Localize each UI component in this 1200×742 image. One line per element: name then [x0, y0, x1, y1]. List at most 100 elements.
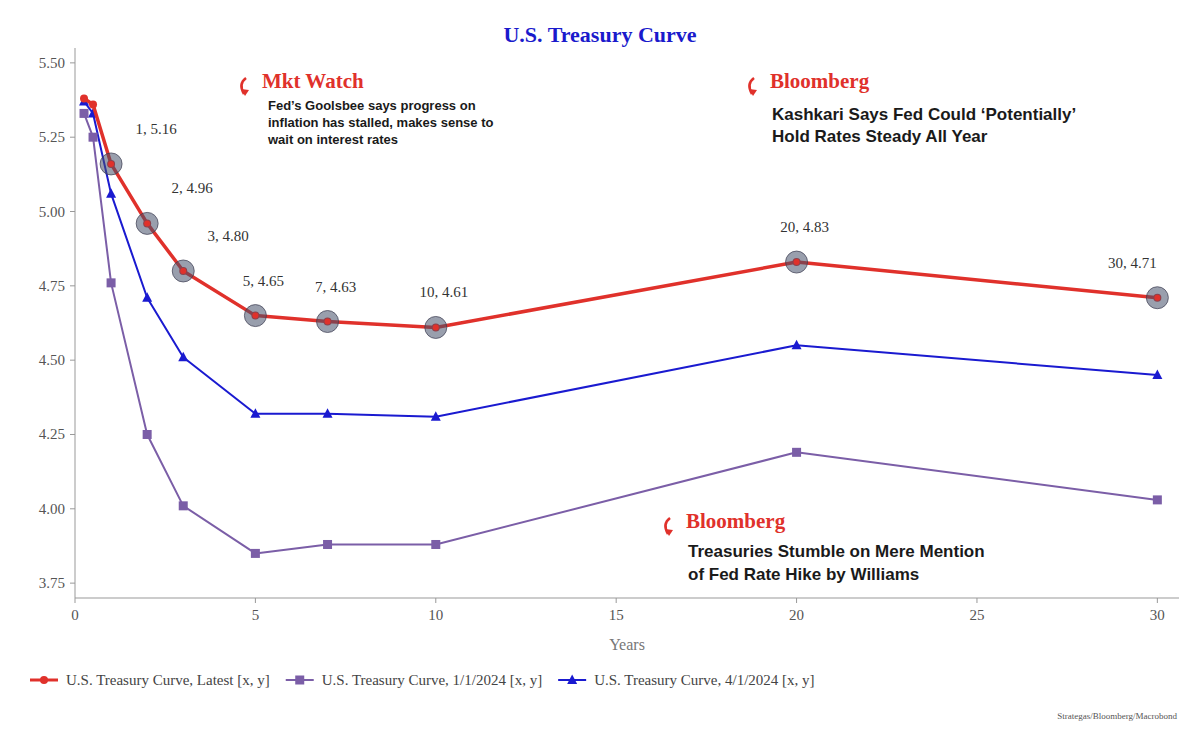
annotation-text: wait on interest rates: [267, 132, 398, 147]
point-center: [144, 220, 150, 226]
y-tick-label: 5.50: [39, 55, 65, 71]
annotation-text: of Fed Rate Hike by Williams: [688, 565, 919, 584]
annotation-source: Bloomberg: [770, 69, 870, 93]
y-tick-label: 4.75: [39, 278, 65, 294]
point: [89, 133, 98, 142]
legend-label: U.S. Treasury Curve, Latest [x, y]: [66, 672, 270, 688]
x-axis: [75, 598, 1179, 599]
series-line: [84, 102, 1157, 417]
y-tick: [70, 62, 75, 63]
y-tick: [70, 583, 75, 584]
data-label: 10, 4.61: [419, 284, 468, 300]
data-label: 7, 4.63: [315, 279, 356, 295]
highlight: [136, 212, 158, 234]
y-tick-label: 5.00: [39, 204, 65, 220]
arrow-head: [749, 89, 757, 96]
point: [106, 188, 116, 198]
point-center: [325, 319, 331, 325]
point: [323, 408, 333, 418]
arrow-head: [665, 529, 673, 536]
point: [80, 95, 88, 103]
point: [431, 540, 440, 549]
point: [431, 411, 441, 421]
point: [792, 448, 801, 457]
annotation: Mkt Watch Fed’s Goolsbee says progress on…: [241, 69, 493, 147]
chart: U.S. Treasury Curve 3.75 4.00 4.25 4.50 4.75 5…: [0, 0, 1200, 742]
point: [323, 540, 332, 549]
x-tick-label: 30: [1150, 607, 1165, 623]
x-tick-label: 0: [71, 607, 79, 623]
annotation: Bloomberg Kashkari Says Fed Could ‘Potent…: [749, 69, 1076, 146]
x-tick: [796, 598, 797, 603]
highlight: [425, 316, 447, 338]
point: [792, 340, 802, 350]
x-tick-label: 15: [609, 607, 624, 623]
point-center: [252, 313, 258, 319]
highlight: [172, 260, 194, 282]
point-center: [180, 268, 186, 274]
series-line: [84, 113, 1157, 553]
highlight: [244, 305, 266, 327]
x-tick: [435, 598, 436, 603]
highlight: [786, 251, 808, 273]
legend: U.S. Treasury Curve, Latest [x, y] U.S. T…: [30, 672, 815, 688]
point-center: [108, 161, 114, 167]
legend-marker: [40, 676, 48, 684]
point: [1153, 495, 1162, 504]
y-tick: [70, 211, 75, 212]
annotation-text: Treasuries Stumble on Mere Mention: [688, 542, 985, 561]
y-axis: [75, 48, 76, 598]
data-label: 2, 4.96: [172, 180, 214, 196]
annotation-text: Fed’s Goolsbee says progress on: [268, 98, 476, 113]
x-tick: [75, 598, 76, 603]
annotation-source: Mkt Watch: [262, 69, 364, 93]
legend-label: U.S. Treasury Curve, 4/1/2024 [x, y]: [594, 672, 814, 688]
annotation-text: Hold Rates Steady All Year: [772, 127, 988, 146]
annotation-source: Bloomberg: [686, 509, 786, 533]
point: [251, 549, 260, 558]
source: Strategas/Bloomberg/Macrobond: [1057, 711, 1177, 721]
legend-label: U.S. Treasury Curve, 1/1/2024 [x, y]: [322, 672, 542, 688]
annotation-text: Kashkari Says Fed Could ‘Potentially’: [772, 105, 1076, 124]
point-center: [433, 324, 439, 330]
y-tick: [70, 285, 75, 286]
point: [80, 109, 89, 118]
data-label: 5, 4.65: [243, 273, 284, 289]
point: [89, 100, 97, 108]
highlight: [317, 311, 339, 333]
y-tick-label: 4.25: [39, 426, 65, 442]
plot-area: [79, 95, 1168, 558]
y-tick: [70, 360, 75, 361]
data-label: 3, 4.80: [208, 228, 249, 244]
point: [1152, 370, 1162, 380]
x-tick-label: 5: [252, 607, 260, 623]
y-tick: [70, 434, 75, 435]
point: [178, 352, 188, 362]
annotation: Bloomberg Treasuries Stumble on Mere Ment…: [665, 509, 985, 584]
point: [179, 501, 188, 510]
legend-marker: [295, 676, 304, 685]
point: [142, 292, 152, 302]
y-tick: [70, 137, 75, 138]
x-tick-label: 10: [428, 607, 443, 623]
y-tick-label: 3.75: [39, 575, 65, 591]
y-tick-label: 5.25: [39, 129, 65, 145]
x-tick: [616, 598, 617, 603]
x-tick: [1157, 598, 1158, 603]
x-tick-label: 20: [789, 607, 804, 623]
y-tick-label: 4.50: [39, 352, 65, 368]
annotation-text: inflation has stalled, makes sense to: [268, 115, 493, 130]
x-axis-label: Years: [609, 636, 645, 653]
highlight: [100, 153, 122, 175]
highlight: [1146, 287, 1168, 309]
legend-marker: [567, 675, 577, 685]
arrow-head: [241, 89, 249, 96]
title: U.S. Treasury Curve: [503, 22, 696, 47]
y-tick-label: 4.00: [39, 501, 65, 517]
point-center: [1154, 295, 1160, 301]
series-line: [84, 99, 1157, 328]
x-tick: [976, 598, 977, 603]
x-tick: [255, 598, 256, 603]
point: [143, 430, 152, 439]
data-label: 1, 5.16: [135, 121, 177, 137]
